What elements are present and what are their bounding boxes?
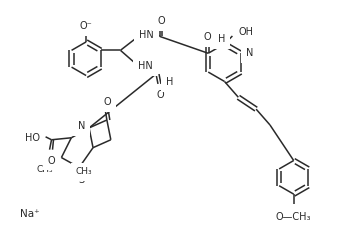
Text: HN: HN <box>138 61 153 71</box>
Text: HO: HO <box>25 133 40 143</box>
Text: H: H <box>166 77 173 87</box>
Text: O: O <box>48 156 55 166</box>
Text: OH: OH <box>238 27 253 37</box>
Text: O: O <box>156 90 164 100</box>
Text: N: N <box>246 48 253 58</box>
Text: N: N <box>78 121 85 131</box>
Text: O⁻: O⁻ <box>80 21 93 31</box>
Text: S: S <box>78 175 84 185</box>
Text: H: H <box>218 35 225 44</box>
Text: Na⁺: Na⁺ <box>20 209 40 219</box>
Text: O—CH₃: O—CH₃ <box>276 212 311 222</box>
Text: HN: HN <box>139 30 154 41</box>
Text: CH₃: CH₃ <box>37 165 53 174</box>
Text: O: O <box>203 32 211 42</box>
Text: CH₃: CH₃ <box>75 168 92 176</box>
Text: O: O <box>103 97 111 107</box>
Text: O: O <box>157 16 165 26</box>
